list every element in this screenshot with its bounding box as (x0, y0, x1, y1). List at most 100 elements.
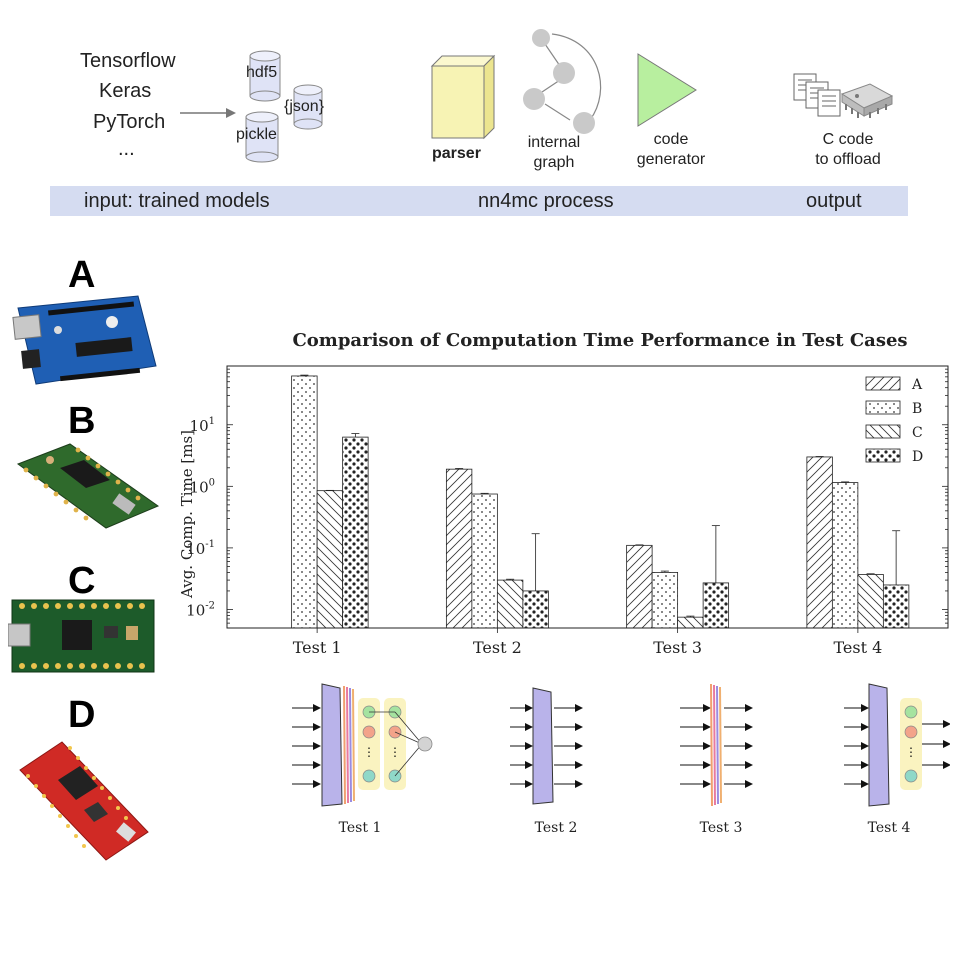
framework-tensorflow: Tensorflow (80, 50, 176, 72)
activation-stripe (710, 683, 713, 807)
legend-swatch-c (865, 424, 901, 439)
pipeline-stage-band: input: trained models nn4mc process outp… (50, 186, 908, 216)
framework-pytorch: PyTorch (93, 111, 166, 133)
teensy-board-c-image (8, 599, 155, 673)
network-diagrams: ⋮ ⋮ Test 1 Test 2 Test 3 ⋮ Test 4 (292, 683, 950, 836)
network-label: Test 2 (535, 820, 578, 836)
y-tick-label: 10-1 (186, 539, 215, 558)
teensy-board-b-image (16, 443, 160, 529)
bar-d-1 (342, 436, 369, 629)
x-tick-label: Test 3 (653, 638, 702, 657)
x-tick-label: Test 1 (293, 638, 342, 657)
network-label: Test 4 (868, 820, 911, 836)
activation-stripe (719, 686, 722, 804)
bar-a-3 (626, 544, 653, 629)
hdf5-label: hdf5 (246, 64, 278, 81)
input-arrow (180, 108, 236, 118)
ellipsis-mark: ⋮ (905, 745, 917, 759)
x-tick-label: Test 2 (473, 638, 522, 657)
plot-frame (226, 365, 949, 629)
neuron-node (904, 705, 918, 719)
parser-box-icon (430, 54, 496, 140)
neuron-node (904, 769, 918, 783)
network-test-3: Test 3 (680, 683, 753, 836)
y-axis-label: Avg. Comp. Time [ms] (178, 430, 196, 599)
x-tick-label: Test 4 (833, 638, 882, 657)
network-test-4: ⋮ Test 4 (844, 683, 950, 836)
y-tick-label: 101 (190, 416, 215, 435)
activation-stripe (343, 685, 346, 805)
output-connection (394, 711, 423, 745)
internal-graph-label-line2: graph (533, 154, 575, 171)
network-test-2: Test 2 (510, 687, 583, 836)
band-process-label: nn4mc process (478, 190, 614, 212)
dense-layer-block (321, 683, 343, 807)
code-generator-label-line1: code (653, 131, 689, 148)
pipeline-graphics (180, 29, 894, 163)
neuron-node (362, 769, 376, 783)
pickle-database-icon (245, 111, 279, 163)
bar-a-2 (445, 468, 473, 629)
neuron-column (358, 698, 380, 790)
y-tick-label: 100 (190, 477, 215, 496)
neuron-column (384, 698, 406, 790)
activation-stripe (713, 684, 716, 806)
bar-b-1 (291, 375, 318, 629)
pickle-label: pickle (236, 126, 277, 143)
legend-swatch-d (865, 448, 901, 463)
legend-label-a: A (911, 377, 923, 393)
output-connection (394, 731, 423, 745)
y-tick-label: 10-2 (186, 600, 215, 619)
framework-more: ... (118, 138, 135, 160)
output-label-line2: to offload (815, 151, 881, 168)
bar-b-3 (651, 571, 679, 629)
bar-c-4 (857, 574, 884, 629)
sparkfun-esp32-board-image (19, 741, 149, 861)
neuron-node (362, 725, 376, 739)
board-letter-d: D (68, 694, 96, 736)
ellipsis-mark: ⋮ (363, 745, 375, 759)
bar-c-1 (316, 490, 344, 629)
bar-c-3 (677, 616, 704, 629)
chart-title: Comparison of Computation Time Performan… (292, 330, 907, 351)
bar-b-2 (471, 493, 498, 629)
arduino-uno-board-image (12, 295, 157, 385)
band-input-label: input: trained models (84, 190, 270, 212)
legend-swatch-b (865, 400, 901, 415)
legend-label-c: C (912, 425, 923, 441)
legend-label-d: D (912, 449, 923, 465)
network-test-1: ⋮ ⋮ Test 1 (292, 683, 433, 836)
neuron-column (900, 698, 922, 790)
legend-swatch-a (865, 376, 901, 391)
band-output-label: output (806, 190, 862, 212)
code-generator-label-line2: generator (636, 151, 706, 168)
network-label: Test 3 (700, 820, 743, 836)
board-letter-c: C (68, 560, 96, 602)
dense-layer-block (532, 687, 554, 805)
activation-stripe (716, 685, 719, 805)
json-database-icon (293, 84, 323, 130)
ellipsis-mark: ⋮ (389, 745, 401, 759)
neuron-node (904, 725, 918, 739)
output-connection (394, 743, 423, 777)
hdf5-database-icon (249, 50, 281, 102)
activation-stripe (346, 686, 349, 804)
dense-layer-block (868, 683, 890, 807)
bar-c-2 (496, 579, 524, 629)
code-generator-icon (637, 53, 697, 127)
bar-d-2 (522, 590, 549, 629)
bar-d-4 (882, 584, 910, 629)
microcontroller-chip-icon (840, 83, 894, 118)
output-label-line1: C code (822, 131, 874, 148)
bar-d-3 (702, 582, 730, 629)
framework-keras: Keras (99, 80, 152, 102)
board-letter-b: B (68, 400, 96, 442)
activation-stripe (349, 687, 352, 803)
internal-graph-icon (523, 29, 602, 134)
legend-label-b: B (912, 401, 922, 417)
activation-stripe (352, 688, 355, 802)
c-code-documents-icon (793, 73, 841, 117)
computation-time-chart: Comparison of Computation Time Performan… (178, 330, 949, 657)
output-neuron (417, 736, 433, 752)
json-label: {json} (284, 98, 325, 115)
